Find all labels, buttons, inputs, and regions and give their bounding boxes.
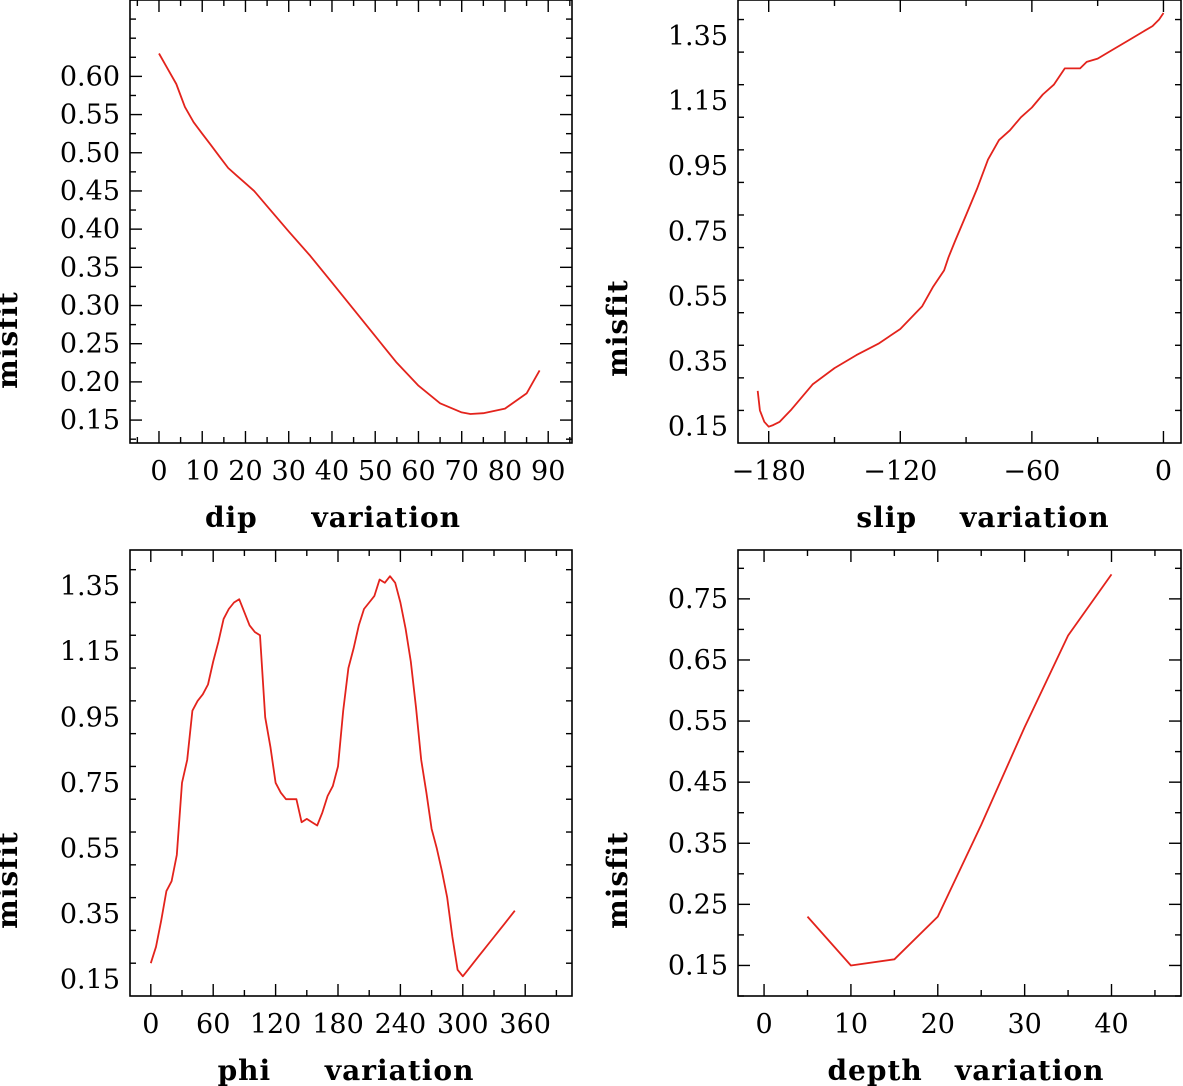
dip-x-tick-label: 20	[228, 456, 262, 487]
phi-x-tick-label: 180	[312, 1009, 364, 1040]
depth-ticks	[738, 550, 1181, 997]
dip-x-tick-label: 40	[315, 456, 349, 487]
phi-misfit-line	[149, 575, 516, 978]
slip-x-axis-title: slip variation	[856, 501, 1109, 534]
dip-y-tick-label: 0.30	[60, 291, 120, 322]
depth-x-tick-label: 10	[834, 1009, 868, 1040]
depth-y-tick-label: 0.75	[668, 584, 728, 615]
depth-x-tick-label: 40	[1094, 1009, 1128, 1040]
phi-panel: 0.15 0.35 0.55 0.75 0.95 1.15 1.35 0 60 120 180 24…	[0, 549, 573, 1086]
dip-y-tick-label: 0.45	[60, 176, 120, 207]
slip-x-tick-label: −180	[732, 456, 806, 487]
depth-y-tick-labels: 0.15 0.25 0.35 0.45 0.55 0.65 0.75	[668, 584, 728, 982]
slip-panel: 0.15 0.35 0.55 0.75 0.95 1.15 1.35 −180 −120 −60…	[601, 0, 1182, 534]
dip-y-tick-label: 0.55	[60, 100, 120, 131]
dip-x-tick-label: 0	[150, 456, 167, 487]
phi-x-tick-label: 60	[196, 1009, 230, 1040]
phi-y-tick-labels: 0.15 0.35 0.55 0.75 0.95 1.15 1.35	[60, 571, 120, 996]
phi-x-tick-label: 300	[437, 1009, 489, 1040]
slip-x-tick-label: −60	[1003, 456, 1060, 487]
phi-x-tick-label: 360	[499, 1009, 551, 1040]
phi-frame	[129, 549, 573, 997]
depth-x-tick-labels: 0 10 20 30 40	[755, 1009, 1128, 1040]
slip-x-tick-label: −120	[863, 456, 937, 487]
depth-x-tick-label: 20	[921, 1009, 955, 1040]
depth-frame	[737, 549, 1182, 997]
phi-y-tick-label: 0.15	[60, 965, 120, 996]
phi-x-tick-label: 120	[250, 1009, 302, 1040]
slip-y-tick-label: 0.95	[668, 151, 728, 182]
slip-y-tick-label: 0.15	[668, 412, 728, 443]
dip-x-tick-label: 60	[401, 456, 435, 487]
dip-x-tick-label: 80	[488, 456, 522, 487]
slip-y-axis-title: misfit	[601, 279, 634, 377]
depth-y-tick-label: 0.55	[668, 706, 728, 737]
dip-x-tick-labels: 0 10 20 30 40 50 60 70 80 90	[150, 456, 565, 487]
dip-y-tick-label: 0.50	[60, 138, 120, 169]
dip-y-axis-title: misfit	[0, 291, 24, 389]
phi-x-tick-labels: 0 60 120 180 240 300 360	[142, 1009, 551, 1040]
phi-y-tick-label: 1.15	[60, 637, 120, 668]
depth-y-tick-label: 0.65	[668, 645, 728, 676]
dip-x-tick-label: 90	[531, 456, 565, 487]
dip-ticks	[130, 0, 572, 443]
depth-y-tick-label: 0.45	[668, 767, 728, 798]
slip-y-tick-label: 0.35	[668, 347, 728, 378]
dip-misfit-line	[158, 53, 541, 415]
depth-y-axis-title: misfit	[601, 831, 634, 929]
phi-ticks	[130, 550, 572, 996]
depth-misfit-line	[806, 573, 1113, 967]
dip-x-tick-label: 30	[272, 456, 306, 487]
dip-x-tick-label: 70	[445, 456, 479, 487]
slip-x-tick-label: 0	[1155, 456, 1172, 487]
slip-frame	[737, 0, 1182, 444]
phi-x-tick-label: 240	[375, 1009, 427, 1040]
dip-y-tick-label: 0.15	[60, 405, 120, 436]
dip-y-tick-label: 0.40	[60, 214, 120, 245]
depth-y-tick-label: 0.25	[668, 889, 728, 920]
phi-y-tick-label: 1.35	[60, 571, 120, 602]
phi-y-tick-label: 0.75	[60, 768, 120, 799]
dip-y-tick-labels: 0.15 0.20 0.25 0.30 0.35 0.40 0.45 0.50 0.55 0.60	[60, 61, 120, 436]
slip-y-tick-label: 0.55	[668, 281, 728, 312]
slip-y-tick-label: 0.75	[668, 216, 728, 247]
depth-x-axis-title: depth variation	[827, 1054, 1104, 1086]
dip-x-tick-label: 50	[358, 456, 392, 487]
dip-y-tick-label: 0.20	[60, 367, 120, 398]
slip-x-tick-labels: −180 −120 −60 0	[732, 456, 1172, 487]
slip-y-tick-label: 1.35	[668, 21, 728, 52]
dip-y-tick-label: 0.25	[60, 329, 120, 360]
depth-y-tick-label: 0.15	[668, 950, 728, 981]
depth-x-tick-label: 30	[1007, 1009, 1041, 1040]
depth-panel: 0.15 0.25 0.35 0.45 0.55 0.65 0.75 0 10 20 30 40 m…	[601, 549, 1182, 1086]
depth-x-tick-label: 0	[755, 1009, 772, 1040]
slip-y-tick-label: 1.15	[668, 86, 728, 117]
slip-misfit-line	[756, 12, 1165, 428]
dip-x-tick-label: 10	[185, 456, 219, 487]
depth-y-tick-label: 0.35	[668, 828, 728, 859]
dip-y-tick-label: 0.35	[60, 252, 120, 283]
dip-y-tick-label: 0.60	[60, 61, 120, 92]
phi-y-tick-label: 0.35	[60, 899, 120, 930]
slip-ticks	[738, 0, 1181, 443]
dip-x-axis-title: dip variation	[205, 501, 461, 534]
dip-frame	[129, 0, 573, 444]
phi-x-axis-title: phi variation	[218, 1054, 475, 1086]
phi-y-axis-title: misfit	[0, 831, 24, 929]
phi-y-tick-label: 0.55	[60, 833, 120, 864]
slip-y-tick-labels: 0.15 0.35 0.55 0.75 0.95 1.15 1.35	[668, 21, 728, 443]
phi-y-tick-label: 0.95	[60, 702, 120, 733]
phi-x-tick-label: 0	[142, 1009, 159, 1040]
dip-panel: 0.15 0.20 0.25 0.30 0.35 0.40 0.45 0.50 0.55 0.60…	[0, 0, 573, 534]
